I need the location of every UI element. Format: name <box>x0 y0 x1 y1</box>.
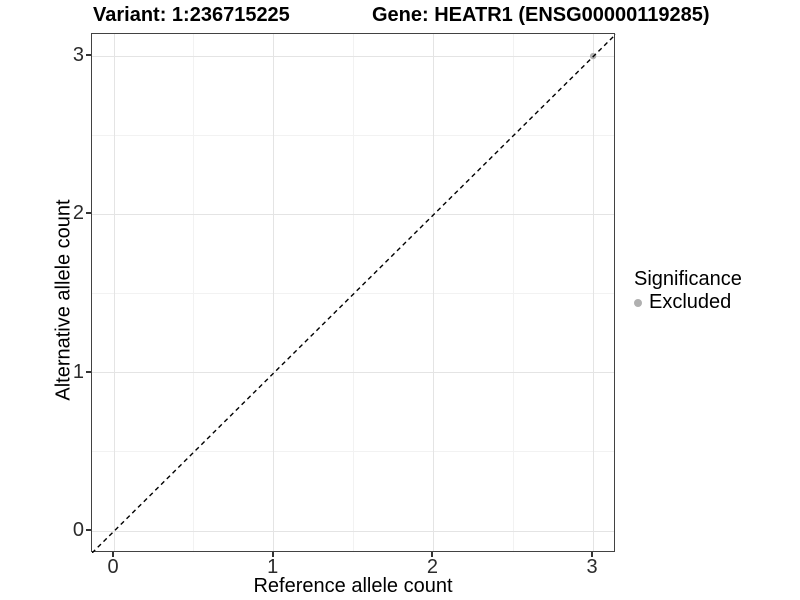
gridline-minor-x <box>512 34 514 551</box>
legend-item-excluded: Excluded <box>632 291 742 314</box>
y-tick-mark <box>86 529 91 531</box>
gridline-major-x <box>273 34 275 551</box>
y-tick-label: 0 <box>72 519 84 541</box>
identity-reference-line <box>92 34 616 553</box>
gridline-major-y <box>92 372 614 374</box>
gridline-minor-y <box>92 451 614 453</box>
x-axis-title: Reference allele count <box>253 575 453 597</box>
gridline-major-x <box>432 34 434 551</box>
plot-title-variant: Variant: 1:236715225 <box>93 4 290 26</box>
x-tick-label: 1 <box>267 556 279 578</box>
y-tick-label: 3 <box>72 44 84 67</box>
gridline-major-x <box>113 34 115 551</box>
gridline-minor-x <box>353 34 355 551</box>
x-tick-mark <box>112 552 114 557</box>
x-tick-mark <box>431 552 434 557</box>
y-axis-title: Alternative allele count <box>52 199 75 401</box>
y-tick-label: 2 <box>72 202 84 225</box>
y-tick-mark <box>86 212 91 215</box>
x-tick-mark <box>271 552 274 557</box>
gridline-minor-y <box>92 134 614 136</box>
x-tick-mark <box>591 552 594 557</box>
y-tick-label: 1 <box>72 360 84 383</box>
data-layer <box>92 34 616 553</box>
x-tick-label: 0 <box>107 556 119 578</box>
gridline-major-y <box>92 213 614 215</box>
legend-title: Significance <box>634 268 742 290</box>
gridline-major-y <box>92 530 614 532</box>
y-tick-mark <box>86 54 91 57</box>
plot-panel <box>91 33 616 553</box>
legend: Significance Excluded <box>632 268 742 314</box>
legend-item-label: Excluded <box>649 291 732 313</box>
gridline-major-y <box>92 55 614 57</box>
x-tick-label: 2 <box>426 556 438 578</box>
plot-title-gene: Gene: HEATR1 (ENSG00000119285) <box>372 4 710 26</box>
gridline-major-x <box>592 34 594 551</box>
y-tick-mark <box>86 370 91 373</box>
legend-key-dot <box>634 298 642 307</box>
gridline-minor-x <box>193 34 195 551</box>
x-tick-label: 3 <box>586 556 598 578</box>
